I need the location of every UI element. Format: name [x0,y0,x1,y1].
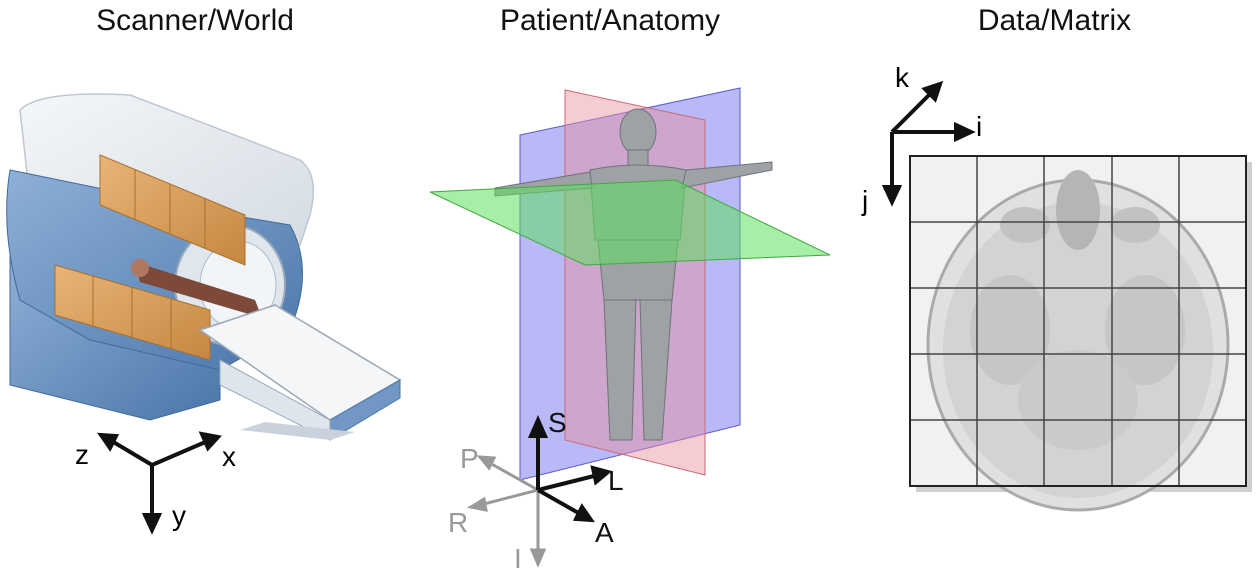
axis-label-x: x [222,441,236,472]
gradient-coil-upper [99,154,246,266]
axis-label-i: I [514,543,522,574]
axis-label-a: A [595,517,614,548]
brain-slice [926,170,1230,512]
axis-label-k: k [895,62,910,93]
anatomy-axes [466,415,613,568]
data-matrix-panel: Data/Matrix [850,0,1259,587]
scanner-axes [96,431,222,535]
axis-label-i: i [976,111,982,142]
axis-label-l: L [608,465,624,496]
axis-label-z: z [75,439,89,470]
axis-label-j: j [861,185,868,216]
patient-anatomy-title: Patient/Anatomy [499,4,721,37]
axis-label-s: S [548,407,567,438]
scanner-illustration: x z y [6,93,402,535]
scanner-world-panel: Scanner/World [0,0,402,587]
axial-plane [429,179,831,266]
axis-label-p: P [460,443,479,474]
data-matrix-title: Data/Matrix [977,4,1132,37]
matrix-grid-lines [910,156,1246,486]
anatomy-illustration: S L A P R I [429,87,831,574]
matrix-axes [881,80,976,207]
scanner-world-title: Scanner/World [96,4,294,37]
patient-anatomy-panel: Patient/Anatomy [410,0,831,587]
patient-in-scanner [135,262,262,318]
matrix-illustration: i k j [861,62,1252,512]
axis-label-y: y [172,500,186,531]
axis-label-r: R [448,507,468,538]
